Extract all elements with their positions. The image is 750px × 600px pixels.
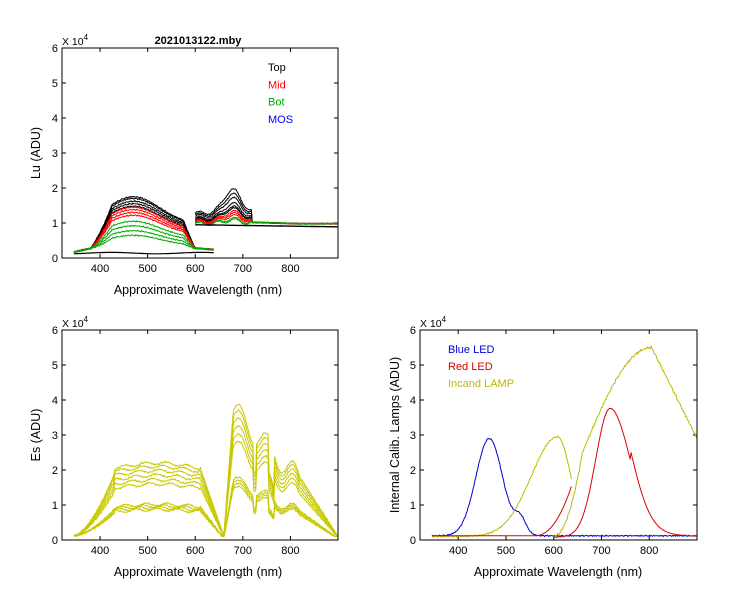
- lamps-x-tick-label: 700: [592, 545, 610, 557]
- lamps-x-tick-label: 400: [449, 545, 467, 557]
- es-x-axis-label: Approximate Wavelength (nm): [114, 565, 282, 579]
- lamps-legend-item-incand-lamp: Incand LAMP: [448, 378, 514, 390]
- es-series-line: [73, 403, 338, 537]
- lamps-legend: Blue LED Red LED Incand LAMP: [448, 344, 514, 390]
- lu-series-line-bot: [194, 217, 338, 227]
- lamps-legend-item-red-led: Red LED: [448, 361, 493, 373]
- es-series-line: [73, 479, 338, 537]
- lamps-series-lines: [431, 345, 697, 539]
- lamps-plot-frame: [419, 329, 698, 541]
- lamps-y-tick-label: 6: [410, 325, 416, 337]
- es-x-tick-label: 500: [138, 545, 156, 557]
- lu-series-line-top: [195, 224, 338, 228]
- lu-x-tick-label: 700: [234, 263, 252, 275]
- lu-y-tick-label: 2: [52, 183, 58, 195]
- es-chart: X 104 Es (ADU) Approximate Wavelength (n…: [29, 315, 339, 579]
- lamps-y-tick-label: 2: [410, 465, 416, 477]
- lu-series-lines: [73, 188, 338, 255]
- es-series-line: [73, 425, 338, 537]
- lu-x-tick-label: 500: [138, 263, 156, 275]
- lu-y-tick-label: 4: [52, 113, 58, 125]
- es-series-line: [73, 433, 338, 537]
- lu-legend: Top Mid Bot MOS: [268, 62, 293, 126]
- lu-plot-frame: [61, 47, 339, 259]
- lu-series-line-mid: [73, 214, 215, 253]
- lu-y-tick-label: 0: [52, 253, 58, 265]
- lamps-y-tick-labels: 0 1 2 3 4 5 6: [410, 325, 697, 547]
- lu-chart-title: 2021013122.mby: [155, 35, 243, 47]
- lu-x-tick-labels: 400 500 600 700 800: [91, 48, 300, 275]
- es-series-line: [73, 482, 338, 537]
- lu-legend-item-top: Top: [268, 62, 286, 74]
- lu-y-tick-label: 6: [52, 43, 58, 55]
- lu-y-tick-label: 5: [52, 78, 58, 90]
- lamps-chart: X 104 Internal Calib. Lamps (ADU) Approx…: [388, 315, 698, 579]
- lamps-series-line-red-led: [431, 486, 572, 537]
- lamps-y-multiplier: X 104: [420, 315, 447, 330]
- es-series-line: [73, 409, 338, 537]
- es-y-tick-label: 2: [52, 465, 58, 477]
- es-y-multiplier: X 104: [62, 315, 89, 330]
- lamps-series-line-blue-led: [431, 437, 697, 538]
- lu-y-tick-label: 3: [52, 148, 58, 160]
- es-series-lines: [73, 403, 338, 537]
- lu-y-tick-labels: 0 1 2 3 4 5 6: [52, 43, 338, 265]
- lu-series-line-bot: [73, 234, 214, 253]
- lu-series-line-bot: [73, 229, 214, 253]
- lamps-legend-item-blue-led: Blue LED: [448, 344, 495, 356]
- es-x-tick-label: 400: [91, 545, 109, 557]
- lamps-y-tick-label: 1: [410, 500, 416, 512]
- lamps-y-tick-label: 0: [410, 535, 416, 547]
- es-y-tick-label: 1: [52, 500, 58, 512]
- es-x-tick-label: 600: [186, 545, 204, 557]
- es-series-line: [73, 485, 338, 537]
- lamps-y-axis-label: Internal Calib. Lamps (ADU): [388, 357, 402, 513]
- lamps-y-tick-label: 5: [410, 360, 416, 372]
- lamps-x-tick-labels: 400 500 600 700 800: [449, 330, 658, 557]
- lamps-x-tick-label: 500: [497, 545, 515, 557]
- es-x-tick-labels: 400 500 600 700 800: [91, 330, 300, 557]
- lu-series-line-bot: [73, 224, 215, 253]
- lu-series-line-top: [73, 251, 214, 255]
- es-y-tick-label: 0: [52, 535, 58, 547]
- es-y-tick-labels: 0 1 2 3 4 5 6: [52, 325, 338, 547]
- es-series-line: [73, 417, 338, 537]
- lu-y-tick-label: 1: [52, 218, 58, 230]
- lamps-x-axis-label: Approximate Wavelength (nm): [474, 565, 642, 579]
- lu-legend-item-mid: Mid: [268, 79, 286, 91]
- lamps-x-tick-label: 800: [640, 545, 658, 557]
- es-plot-frame: [61, 329, 339, 541]
- es-y-tick-label: 4: [52, 395, 58, 407]
- lu-x-tick-label: 600: [186, 263, 204, 275]
- lu-y-multiplier: X 104: [62, 33, 89, 48]
- lamps-x-tick-label: 600: [545, 545, 563, 557]
- lu-y-axis-label: Lu (ADU): [29, 127, 43, 179]
- lu-series-line-bot: [73, 220, 214, 253]
- es-y-tick-label: 3: [52, 430, 58, 442]
- es-y-tick-label: 5: [52, 360, 58, 372]
- lamps-series-line-incand-lamp: [431, 435, 572, 538]
- lu-chart: 2021013122.mby X 104 Lu (ADU) Approximat…: [29, 33, 339, 297]
- es-x-tick-label: 700: [234, 545, 252, 557]
- lamps-series-line-incand-lamp: [553, 345, 697, 539]
- lu-x-tick-label: 400: [91, 263, 109, 275]
- es-y-tick-label: 6: [52, 325, 58, 337]
- es-series-line: [73, 440, 338, 537]
- lu-legend-item-mos: MOS: [268, 114, 293, 126]
- lu-legend-item-bot: Bot: [268, 97, 285, 109]
- lu-x-axis-label: Approximate Wavelength (nm): [114, 283, 282, 297]
- es-x-tick-label: 800: [281, 545, 299, 557]
- lamps-y-tick-label: 4: [410, 395, 416, 407]
- lamps-series-line-red-led: [553, 407, 697, 538]
- lu-x-tick-label: 800: [281, 263, 299, 275]
- es-y-axis-label: Es (ADU): [29, 409, 43, 462]
- lamps-y-tick-label: 3: [410, 430, 416, 442]
